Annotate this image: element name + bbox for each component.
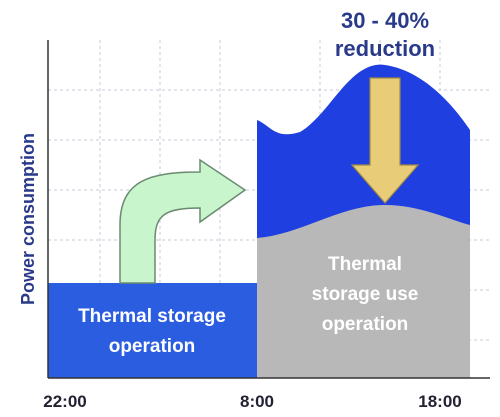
x-label: 22:00: [43, 392, 86, 411]
peak-area: [257, 64, 470, 240]
reduction-label: reduction: [335, 36, 435, 61]
down-arrow: [350, 77, 420, 204]
reduction-label: 30 - 40%: [341, 8, 429, 33]
storage-label: operation: [109, 336, 196, 357]
use-label: Thermal: [328, 254, 402, 275]
storage-label: Thermal storage: [78, 306, 226, 327]
green-arrow: [119, 158, 247, 284]
x-label: 8:00: [240, 392, 274, 411]
y-axis-label: Power consumption: [18, 133, 38, 305]
use-label: operation: [322, 314, 409, 335]
use-area: [257, 205, 470, 378]
use-label: storage use: [312, 284, 419, 305]
storage-block: [48, 283, 257, 378]
x-label: 18:00: [418, 392, 461, 411]
